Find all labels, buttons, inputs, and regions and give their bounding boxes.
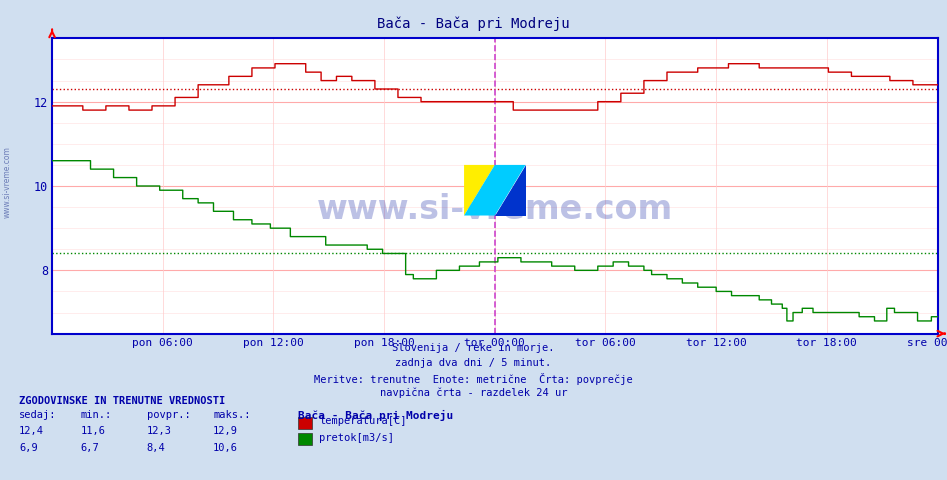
- Text: Slovenija / reke in morje.: Slovenija / reke in morje.: [392, 343, 555, 353]
- Text: www.si-vreme.com: www.si-vreme.com: [316, 193, 673, 226]
- Text: 8,4: 8,4: [147, 443, 166, 453]
- Text: Bača - Bača pri Modreju: Bača - Bača pri Modreju: [298, 410, 454, 421]
- Text: Meritve: trenutne  Enote: metrične  Črta: povprečje: Meritve: trenutne Enote: metrične Črta: …: [314, 373, 633, 385]
- Text: 11,6: 11,6: [80, 426, 105, 436]
- Text: 10,6: 10,6: [213, 443, 238, 453]
- Text: min.:: min.:: [80, 410, 112, 420]
- Text: povpr.:: povpr.:: [147, 410, 190, 420]
- Text: Bača - Bača pri Modreju: Bača - Bača pri Modreju: [377, 17, 570, 31]
- Text: 12,4: 12,4: [19, 426, 44, 436]
- Text: www.si-vreme.com: www.si-vreme.com: [3, 146, 12, 218]
- Text: maks.:: maks.:: [213, 410, 251, 420]
- Polygon shape: [495, 165, 526, 216]
- Text: 12,9: 12,9: [213, 426, 238, 436]
- Text: pretok[m3/s]: pretok[m3/s]: [319, 433, 394, 443]
- Text: sedaj:: sedaj:: [19, 410, 57, 420]
- Text: zadnja dva dni / 5 minut.: zadnja dva dni / 5 minut.: [396, 358, 551, 368]
- Text: 12,3: 12,3: [147, 426, 171, 436]
- Text: temperatura[C]: temperatura[C]: [319, 417, 406, 426]
- Text: ZGODOVINSKE IN TRENUTNE VREDNOSTI: ZGODOVINSKE IN TRENUTNE VREDNOSTI: [19, 396, 225, 406]
- Polygon shape: [464, 165, 495, 216]
- Polygon shape: [464, 165, 526, 216]
- Text: 6,9: 6,9: [19, 443, 38, 453]
- Text: 6,7: 6,7: [80, 443, 99, 453]
- Text: navpična črta - razdelek 24 ur: navpična črta - razdelek 24 ur: [380, 388, 567, 398]
